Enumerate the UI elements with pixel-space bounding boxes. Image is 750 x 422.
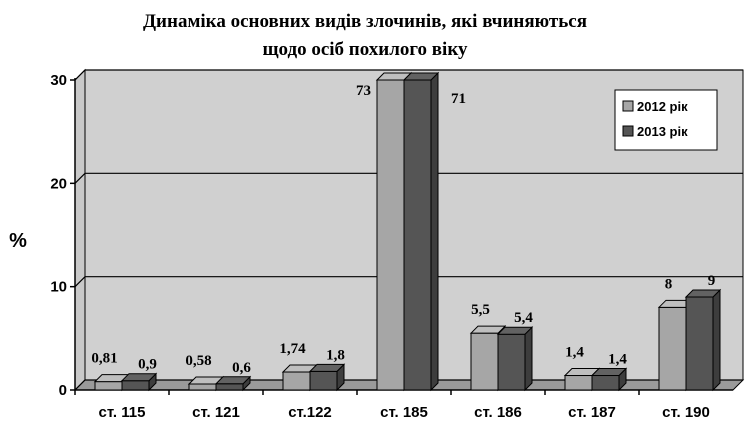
bar-side — [430, 71, 439, 392]
bar-front — [403, 79, 432, 391]
data-label: 71 — [451, 91, 466, 107]
bar-front — [282, 371, 311, 391]
plot-area: 0 10 20 30 ст. 115 0,81 0,9 ст. 121 0,58 0,6 ст.12… — [50, 68, 745, 421]
data-label: 5,5 — [471, 302, 490, 318]
bar-front — [685, 296, 714, 391]
legend-label-1: 2012 рік — [637, 99, 688, 114]
bar-2-5 — [496, 325, 534, 392]
x-tick-label: ст. 187 — [568, 404, 616, 421]
bar-front — [470, 332, 499, 391]
data-label: 1,4 — [565, 345, 584, 361]
legend-swatch-2 — [622, 125, 634, 137]
bar-top — [590, 368, 628, 377]
data-label: 5,4 — [514, 310, 533, 326]
data-label: 0,81 — [91, 351, 117, 367]
bar-front — [121, 380, 150, 391]
bar-2-7 — [684, 288, 722, 392]
y-tick-label: 30 — [50, 72, 67, 89]
bar-2-4 — [402, 71, 440, 392]
data-label: 0,6 — [232, 360, 251, 376]
bar-top — [214, 376, 252, 385]
bar-front — [497, 333, 526, 391]
x-tick-label: ст. 190 — [662, 404, 710, 421]
chart-title-line-2: щодо осіб похилого віку — [262, 39, 468, 60]
bar-front — [215, 383, 244, 391]
bar-front — [188, 383, 217, 391]
data-label: 0,9 — [138, 357, 157, 373]
data-label: 1,4 — [608, 352, 627, 368]
legend-label-2: 2013 рік — [637, 124, 688, 139]
data-label: 73 — [356, 83, 371, 99]
bar-top — [496, 326, 534, 335]
bar-front — [591, 375, 620, 391]
bar-front — [564, 375, 593, 391]
bar-side — [524, 325, 533, 392]
bar-top — [402, 72, 440, 81]
y-tick-label: 10 — [50, 279, 67, 296]
bar-front — [309, 370, 338, 391]
x-tick-label: ст. 121 — [192, 404, 240, 421]
bar-side — [712, 288, 721, 392]
bar-top — [684, 289, 722, 298]
x-tick-label: ст. 185 — [380, 404, 428, 421]
gridline — [74, 69, 743, 81]
y-tick-label: 0 — [59, 382, 67, 399]
data-label: 9 — [708, 273, 716, 289]
legend: 2012 рік 2013 рік — [614, 89, 718, 151]
bar-front — [94, 381, 123, 391]
bar-top — [469, 325, 507, 334]
chart-title-line-1: Динаміка основних видів злочинів, які вч… — [143, 11, 587, 32]
data-label: 1,8 — [326, 347, 345, 363]
data-label: 8 — [665, 276, 673, 292]
bar-2-1 — [120, 372, 158, 392]
bar-top — [308, 363, 346, 372]
side-wall — [74, 68, 86, 392]
bar-2-6 — [590, 367, 628, 392]
y-tick-label: 20 — [50, 175, 67, 192]
bar-2-3 — [308, 363, 346, 392]
bar-front — [658, 306, 687, 391]
x-tick-label: ст. 186 — [474, 404, 522, 421]
x-tick-label: ст.122 — [288, 404, 332, 421]
bar-2-2 — [214, 375, 252, 392]
y-axis-label: % — [9, 230, 27, 252]
legend-box — [614, 89, 718, 151]
data-label: 1,74 — [279, 341, 306, 357]
gridline — [74, 172, 743, 184]
gridline — [74, 276, 743, 288]
bar-front — [376, 79, 405, 391]
x-tick-label: ст. 115 — [99, 404, 146, 421]
bar-top — [120, 373, 158, 382]
legend-swatch-1 — [622, 100, 634, 112]
data-label: 0,58 — [185, 353, 211, 369]
